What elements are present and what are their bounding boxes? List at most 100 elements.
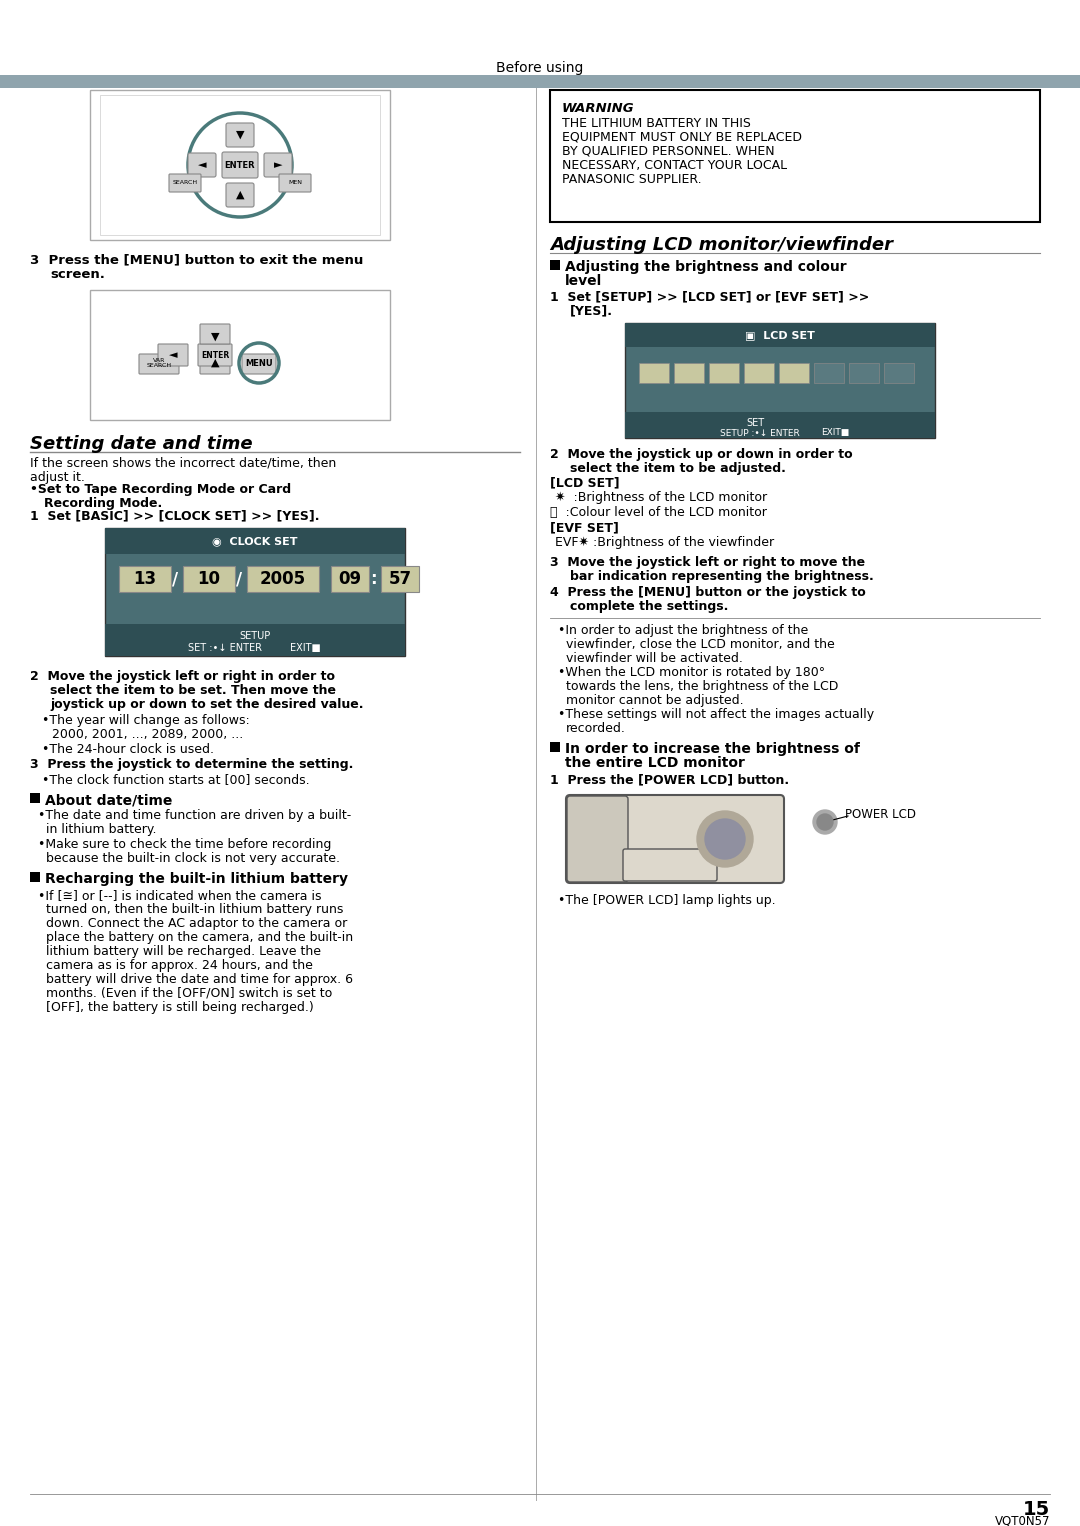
- Text: •When the LCD monitor is rotated by 180°: •When the LCD monitor is rotated by 180°: [558, 665, 825, 679]
- Bar: [779, 363, 809, 383]
- Text: ▲: ▲: [235, 191, 244, 200]
- Bar: [674, 363, 704, 383]
- Bar: [105, 624, 405, 656]
- Bar: [0, 75, 1080, 89]
- FancyBboxPatch shape: [566, 795, 784, 884]
- Text: ◄: ◄: [198, 160, 206, 169]
- Text: Setting date and time: Setting date and time: [30, 435, 253, 453]
- Circle shape: [813, 810, 837, 835]
- Text: Adjusting LCD monitor/viewfinder: Adjusting LCD monitor/viewfinder: [550, 237, 893, 253]
- Text: 10: 10: [198, 571, 220, 588]
- Text: SET :•↓ ENTER: SET :•↓ ENTER: [188, 642, 262, 653]
- Bar: [247, 566, 319, 592]
- Text: •Make sure to check the time before recording: •Make sure to check the time before reco…: [38, 838, 332, 852]
- FancyBboxPatch shape: [198, 343, 232, 366]
- Text: battery will drive the date and time for approx. 6: battery will drive the date and time for…: [46, 974, 353, 986]
- Text: 2005: 2005: [260, 571, 306, 588]
- Text: SET: SET: [746, 418, 764, 427]
- Text: 3  Move the joystick left or right to move the: 3 Move the joystick left or right to mov…: [550, 555, 865, 569]
- Text: •The date and time function are driven by a built-: •The date and time function are driven b…: [38, 809, 351, 823]
- Text: Adjusting the brightness and colour: Adjusting the brightness and colour: [565, 259, 847, 275]
- FancyBboxPatch shape: [139, 354, 179, 374]
- Text: joystick up or down to set the desired value.: joystick up or down to set the desired v…: [50, 697, 364, 711]
- Text: •The clock function starts at [00] seconds.: •The clock function starts at [00] secon…: [42, 774, 310, 786]
- Text: 15: 15: [1023, 1500, 1050, 1518]
- Bar: [30, 794, 40, 803]
- Bar: [0, 0, 1080, 75]
- Text: screen.: screen.: [50, 269, 105, 281]
- Text: viewfinder will be activated.: viewfinder will be activated.: [566, 652, 743, 665]
- Text: turned on, then the built-in lithium battery runs: turned on, then the built-in lithium bat…: [46, 903, 343, 916]
- Text: ◄: ◄: [168, 349, 177, 360]
- Text: Recharging the built-in lithium battery: Recharging the built-in lithium battery: [45, 871, 348, 887]
- Text: because the built-in clock is not very accurate.: because the built-in clock is not very a…: [46, 852, 340, 865]
- Circle shape: [705, 819, 745, 859]
- FancyBboxPatch shape: [188, 153, 216, 177]
- Bar: [625, 324, 935, 346]
- Text: /: /: [235, 571, 242, 588]
- Text: complete the settings.: complete the settings.: [570, 600, 728, 613]
- Text: SETUP :•↓ ENTER: SETUP :•↓ ENTER: [720, 429, 800, 438]
- Text: 4  Press the [MENU] button or the joystick to: 4 Press the [MENU] button or the joystic…: [550, 586, 866, 600]
- FancyBboxPatch shape: [158, 343, 188, 366]
- Text: select the item to be set. Then move the: select the item to be set. Then move the: [50, 684, 336, 697]
- Text: If the screen shows the incorrect date/time, then: If the screen shows the incorrect date/t…: [30, 456, 336, 470]
- Text: •If [≅] or [--] is indicated when the camera is: •If [≅] or [--] is indicated when the ca…: [38, 890, 322, 902]
- Text: Before using: Before using: [497, 61, 583, 75]
- Text: MEN: MEN: [288, 180, 302, 186]
- Text: Recording Mode.: Recording Mode.: [44, 497, 162, 510]
- Text: ▲: ▲: [211, 359, 219, 368]
- FancyBboxPatch shape: [168, 174, 201, 192]
- Text: camera as is for approx. 24 hours, and the: camera as is for approx. 24 hours, and t…: [46, 958, 313, 972]
- Text: 57: 57: [389, 571, 411, 588]
- Text: down. Connect the AC adaptor to the camera or: down. Connect the AC adaptor to the came…: [46, 917, 348, 929]
- Text: viewfinder, close the LCD monitor, and the: viewfinder, close the LCD monitor, and t…: [566, 638, 835, 652]
- Text: 09: 09: [338, 571, 362, 588]
- Text: EXIT■: EXIT■: [821, 429, 849, 438]
- Text: select the item to be adjusted.: select the item to be adjusted.: [570, 462, 786, 475]
- Bar: [381, 566, 419, 592]
- Text: PANASONIC SUPPLIER.: PANASONIC SUPPLIER.: [562, 172, 702, 186]
- Bar: [885, 363, 914, 383]
- Bar: [183, 566, 235, 592]
- Text: About date/time: About date/time: [45, 794, 173, 807]
- Text: ENTER: ENTER: [225, 160, 255, 169]
- Bar: [625, 412, 935, 438]
- Bar: [744, 363, 774, 383]
- Text: BY QUALIFIED PERSONNEL. WHEN: BY QUALIFIED PERSONNEL. WHEN: [562, 145, 774, 159]
- Bar: [849, 363, 879, 383]
- Text: ▼: ▼: [211, 333, 219, 342]
- Bar: [639, 363, 669, 383]
- Text: POWER LCD: POWER LCD: [845, 807, 916, 821]
- Text: •The year will change as follows:: •The year will change as follows:: [42, 714, 249, 726]
- Text: monitor cannot be adjusted.: monitor cannot be adjusted.: [566, 694, 744, 707]
- Text: 1  Press the [POWER LCD] button.: 1 Press the [POWER LCD] button.: [550, 774, 789, 786]
- Text: months. (Even if the [OFF/ON] switch is set to: months. (Even if the [OFF/ON] switch is …: [46, 987, 333, 1000]
- Text: •These settings will not affect the images actually: •These settings will not affect the imag…: [558, 708, 874, 720]
- FancyBboxPatch shape: [264, 153, 292, 177]
- FancyBboxPatch shape: [226, 183, 254, 208]
- FancyBboxPatch shape: [279, 174, 311, 192]
- Text: lithium battery will be recharged. Leave the: lithium battery will be recharged. Leave…: [46, 945, 321, 958]
- Bar: [814, 363, 843, 383]
- Text: 3  Press the [MENU] button to exit the menu: 3 Press the [MENU] button to exit the me…: [30, 253, 363, 266]
- Text: /: /: [172, 571, 178, 588]
- Text: 2  Move the joystick left or right in order to: 2 Move the joystick left or right in ord…: [30, 670, 335, 684]
- Bar: [105, 528, 405, 554]
- Text: VQT0N57: VQT0N57: [995, 1514, 1050, 1526]
- Text: 1  Set [SETUP] >> [LCD SET] or [EVF SET] >>: 1 Set [SETUP] >> [LCD SET] or [EVF SET] …: [550, 290, 869, 304]
- Text: in lithium battery.: in lithium battery.: [46, 823, 157, 836]
- Text: towards the lens, the brightness of the LCD: towards the lens, the brightness of the …: [566, 681, 838, 693]
- Text: 2000, 2001, ..., 2089, 2000, ...: 2000, 2001, ..., 2089, 2000, ...: [52, 728, 243, 742]
- Text: bar indication representing the brightness.: bar indication representing the brightne…: [570, 571, 874, 583]
- Text: •The 24-hour clock is used.: •The 24-hour clock is used.: [42, 743, 214, 755]
- Text: EQUIPMENT MUST ONLY BE REPLACED: EQUIPMENT MUST ONLY BE REPLACED: [562, 131, 802, 143]
- Text: EVF✷ :Brightness of the viewfinder: EVF✷ :Brightness of the viewfinder: [555, 536, 774, 549]
- Circle shape: [816, 813, 833, 830]
- Text: ✷  :Brightness of the LCD monitor: ✷ :Brightness of the LCD monitor: [555, 491, 767, 504]
- Text: 13: 13: [134, 571, 157, 588]
- Text: 1  Set [BASIC] >> [CLOCK SET] >> [YES].: 1 Set [BASIC] >> [CLOCK SET] >> [YES].: [30, 510, 320, 522]
- Circle shape: [697, 810, 753, 867]
- Text: ▣  LCD SET: ▣ LCD SET: [745, 330, 815, 340]
- Text: SEARCH: SEARCH: [173, 180, 198, 186]
